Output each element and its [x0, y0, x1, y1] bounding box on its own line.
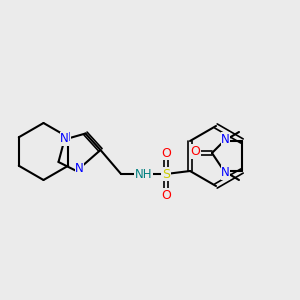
Text: N: N: [75, 162, 84, 176]
Text: O: O: [161, 188, 171, 202]
Text: N: N: [221, 133, 230, 146]
Text: N: N: [60, 132, 69, 146]
Text: NH: NH: [135, 167, 152, 181]
Text: O: O: [161, 146, 171, 160]
Text: S: S: [162, 167, 170, 181]
Text: N: N: [221, 166, 230, 179]
Text: N: N: [61, 130, 70, 144]
Text: O: O: [190, 145, 200, 158]
